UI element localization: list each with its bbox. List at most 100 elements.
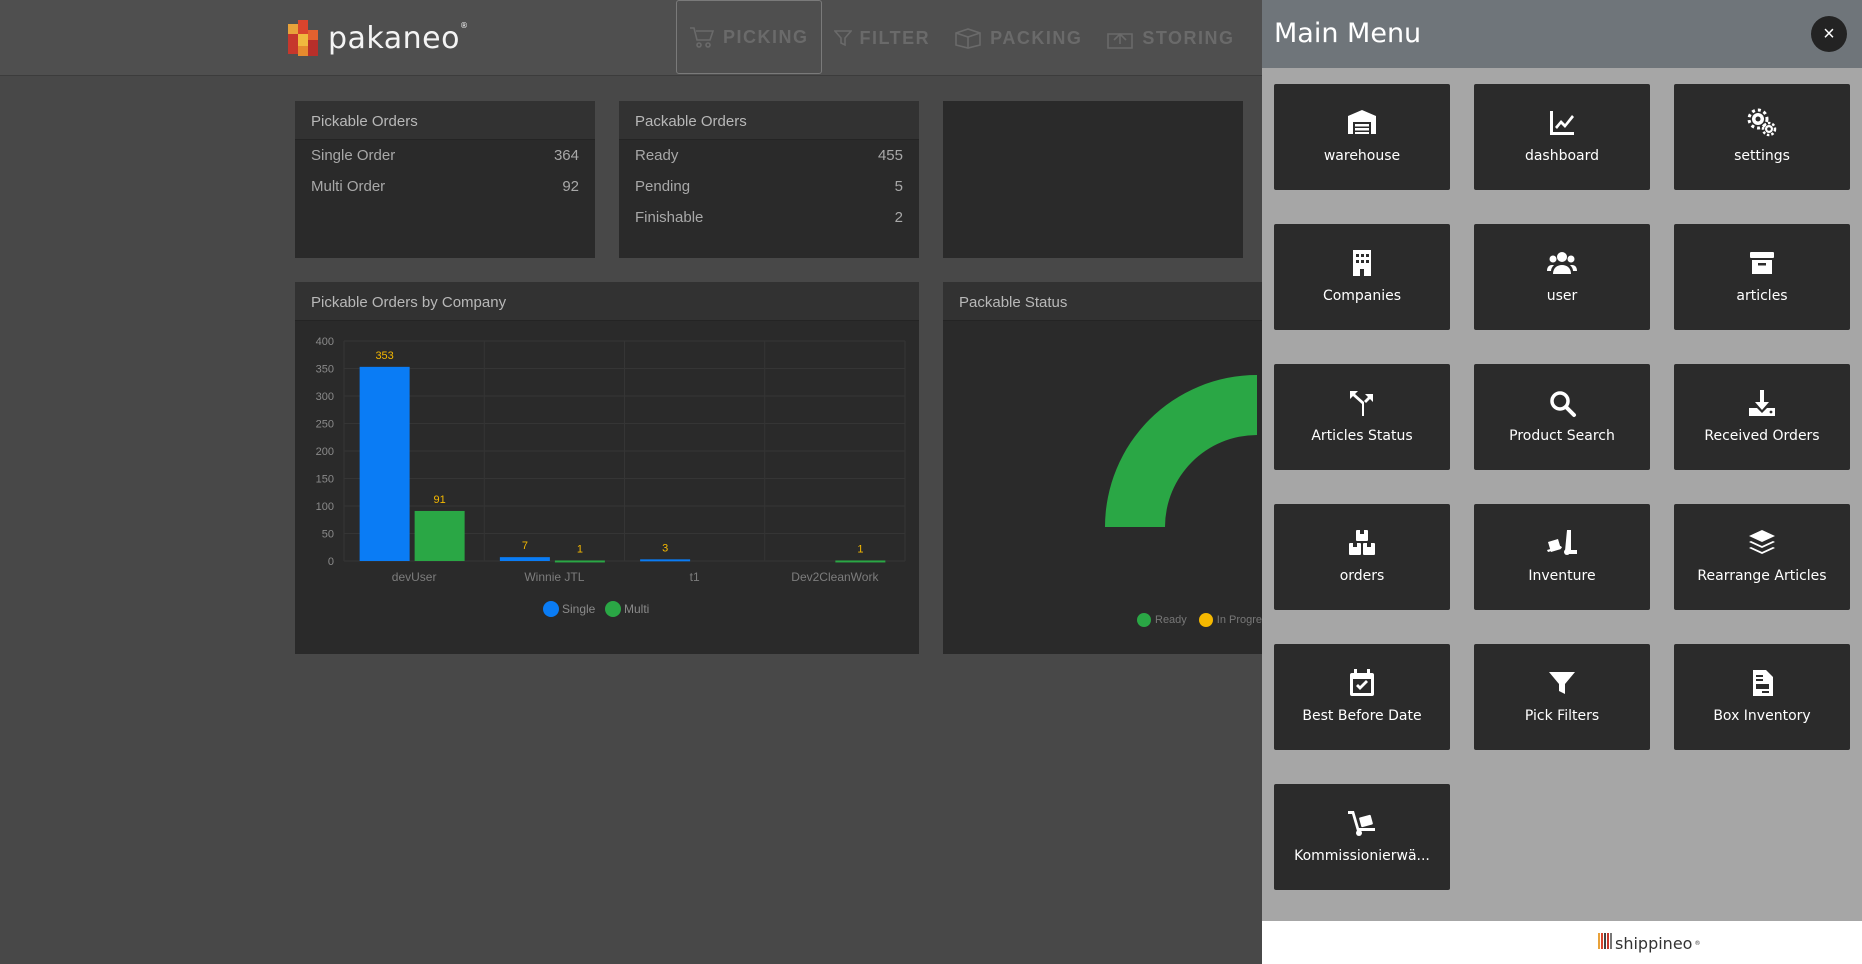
nav-picking-label: PICKING [723,26,809,47]
menu-tile-product-search[interactable]: Product Search [1474,364,1650,470]
y-tick-label: 400 [316,336,334,348]
nav-storing-label: STORING [1142,27,1235,48]
menu-header: Main Menu × [1262,0,1862,68]
chart-line-icon [1474,108,1650,138]
company-chart-panel: Pickable Orders by Company 400 350 300 250 2… [295,282,919,654]
menu-tile-label: Pick Filters [1524,708,1600,724]
empty-panel [943,101,1243,258]
stat-label: Multi Order [311,178,386,195]
box-icon [955,28,981,49]
brand-name: pakaneo® [328,20,469,56]
nav-storing[interactable]: STORING [1094,0,1246,76]
menu-tile-label: warehouse [1323,148,1401,164]
menu-tile-warehouse[interactable]: warehouse [1274,84,1450,190]
y-tick-label: 300 [316,391,334,403]
menu-tile-label: settings [1734,148,1790,164]
download-icon [1674,388,1850,418]
stat-row: Single Order 364 [295,140,595,171]
menu-tile-label: Received Orders [1704,428,1820,444]
donut-ready-segment [1105,375,1257,527]
y-tick-label: 150 [316,474,334,486]
file-invoice-icon [1674,668,1850,698]
menu-tile-kommissionierw[interactable]: Kommissionierwä... [1274,784,1450,890]
pickable-orders-panel: Pickable Orders Single Order 364 Multi Or… [295,101,595,258]
menu-tile-best-before-date[interactable]: Best Before Date [1274,644,1450,750]
menu-tile-label: Articles Status [1311,428,1413,444]
stat-label: Ready [635,147,679,164]
menu-tile-user[interactable]: user [1474,224,1650,330]
x-tick-label: Dev2CleanWork [791,570,879,584]
y-tick-label: 250 [316,419,334,431]
nav-filter[interactable]: FILTER [822,0,943,76]
stat-row: Finishable 2 [619,202,919,233]
legend-item-in-progress[interactable]: In Progress [1198,613,1263,627]
layers-icon [1674,528,1850,558]
bar-chart: 400 350 300 250 200 150 100 50 0 353 91 devUser 7 1 Wi… [316,336,906,617]
menu-tile-articles-status[interactable]: Articles Status [1274,364,1450,470]
menu-tile-received-orders[interactable]: Received Orders [1674,364,1850,470]
close-button[interactable]: × [1811,16,1847,52]
panel-title: Pickable Orders by Company [295,282,919,321]
filter-icon [833,30,852,47]
dolly-icon [1274,808,1450,838]
x-tick-label: devUser [392,570,437,584]
menu-tile-inventure[interactable]: Inventure [1474,504,1650,610]
y-tick-label: 0 [328,556,334,568]
menu-title: Main Menu [1274,18,1422,49]
legend-label: Single [562,602,596,616]
menu-tile-label: Product Search [1509,428,1615,444]
legend-swatch [1137,613,1151,627]
stat-label: Finishable [635,209,704,226]
menu-tile-label: Best Before Date [1302,708,1422,724]
menu-tile-label: Rearrange Articles [1697,568,1827,584]
menu-tile-dashboard[interactable]: dashboard [1474,84,1650,190]
footer-brand: shippineo [1615,933,1693,953]
stat-value: 92 [562,178,579,195]
y-tick-label: 200 [316,446,334,458]
search-icon [1474,388,1650,418]
bar-single [640,559,691,562]
x-tick-label: t1 [690,570,700,584]
menu-tile-settings[interactable]: settings [1674,84,1850,190]
x-tick-label: Winnie JTL [524,570,584,584]
brand-logo[interactable]: pakaneo® [288,20,468,56]
main-menu: Main Menu × warehouse dashboard settings Co… [1262,0,1862,964]
bar-multi [835,560,886,563]
menu-tile-pick-filters[interactable]: Pick Filters [1474,644,1650,750]
bar-multi [414,510,465,561]
close-icon: × [1823,23,1835,45]
bar-single [499,557,550,561]
archive-icon [1674,248,1850,278]
y-tick-label: 100 [316,501,334,513]
legend-swatch [543,601,559,617]
panel-title: Pickable Orders [295,101,595,140]
building-icon [1274,248,1450,278]
legend-label: Multi [624,602,649,616]
stat-row: Pending 5 [619,171,919,202]
stat-row: Ready 455 [619,140,919,171]
data-label: 7 [522,540,528,552]
data-label: 1 [857,543,863,555]
menu-tile-box-inventory[interactable]: Box Inventory [1674,644,1850,750]
menu-tile-rearrange-articles[interactable]: Rearrange Articles [1674,504,1850,610]
pakaneo-logo-icon [288,20,318,56]
stat-label: Single Order [311,147,396,164]
data-label: 353 [375,350,393,362]
stat-value: 2 [894,209,903,226]
legend-item-ready[interactable]: Ready [1137,613,1187,627]
data-label: 1 [577,543,583,555]
y-tick-label: 350 [316,364,334,376]
menu-tile-label: Box Inventory [1713,708,1811,724]
nav-picking[interactable]: PICKING [676,0,822,74]
menu-tile-label: user [1546,288,1578,304]
nav-packing[interactable]: PACKING [942,0,1094,76]
boxes-icon [1274,528,1450,558]
calendar-check-icon [1274,668,1450,698]
shippineo-logo-icon [1598,933,1613,953]
menu-tile-label: Inventure [1528,568,1596,584]
menu-tile-orders[interactable]: orders [1274,504,1450,610]
menu-tile-companies[interactable]: Companies [1274,224,1450,330]
menu-tile-label: articles [1736,288,1788,304]
stat-value: 455 [877,147,903,164]
menu-tile-articles[interactable]: articles [1674,224,1850,330]
